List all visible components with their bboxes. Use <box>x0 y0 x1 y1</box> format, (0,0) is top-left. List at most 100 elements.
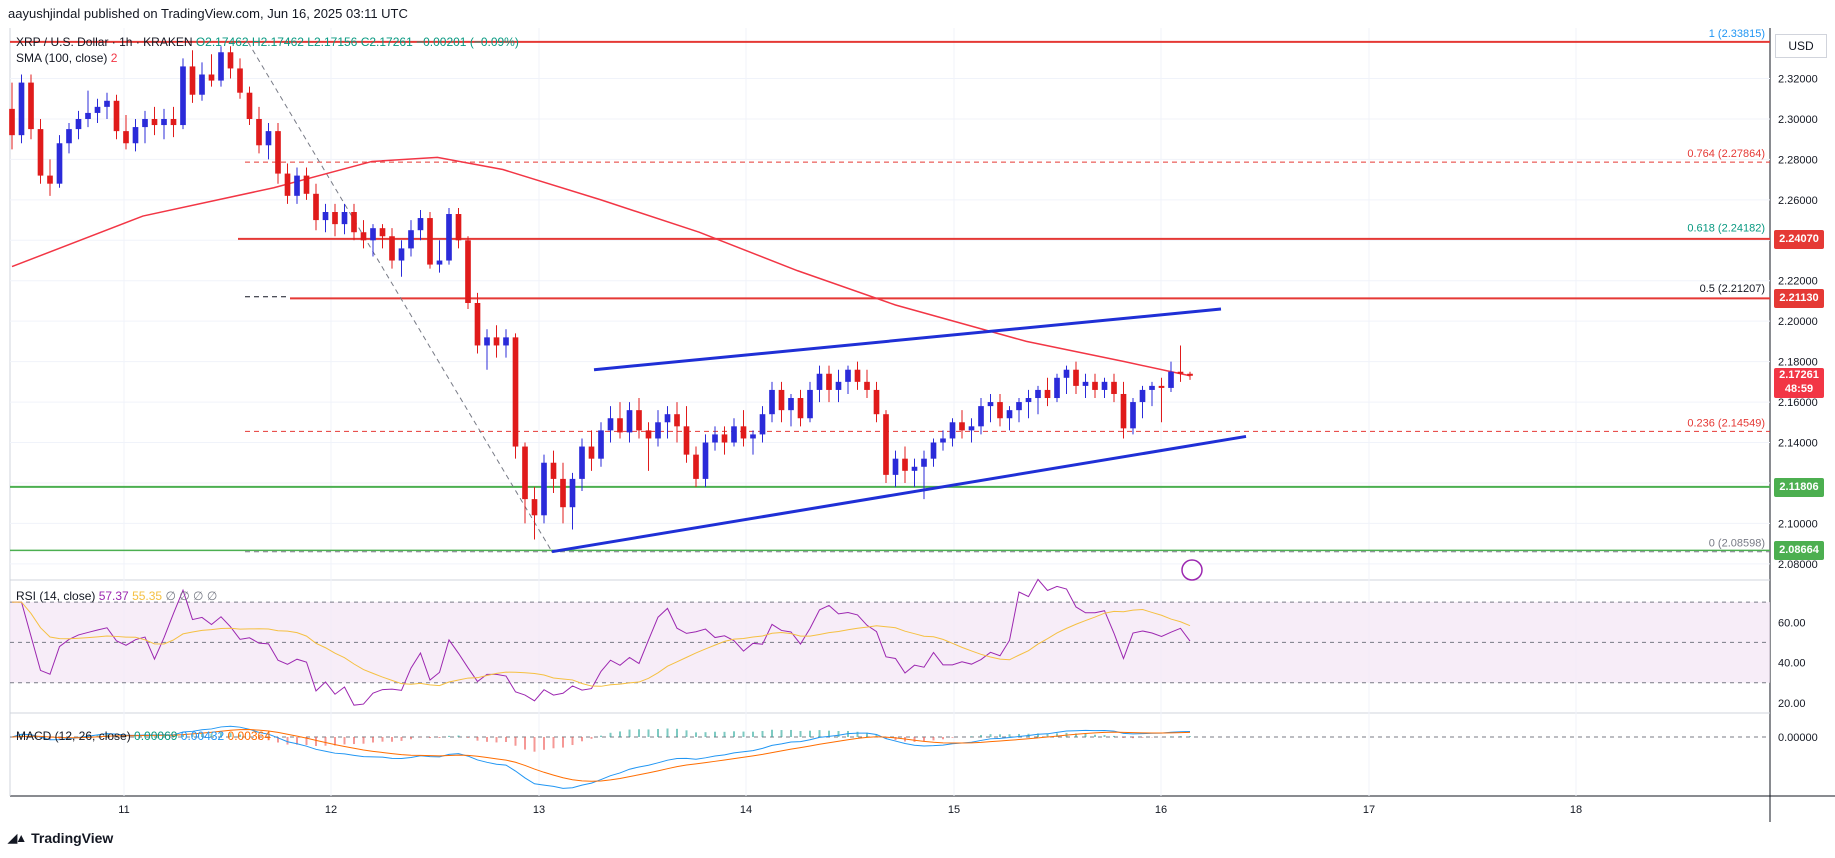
candle-body <box>265 131 272 146</box>
rsi-ma-line <box>12 601 1191 687</box>
macd-signal-line <box>11 729 1191 782</box>
candle-body <box>180 66 186 126</box>
candle-body <box>1016 402 1022 411</box>
candle-body <box>598 430 604 459</box>
rsi-tick-label: 40.00 <box>1778 658 1806 670</box>
candle-body <box>75 118 82 130</box>
candle-body <box>142 118 148 128</box>
candle-body <box>1006 410 1013 419</box>
price-badge: 2.08664 <box>1774 541 1824 561</box>
x-tick-label: 15 <box>948 804 960 816</box>
candle-body <box>693 454 699 479</box>
sma-value: 2 <box>110 51 118 65</box>
candle-body <box>9 108 15 136</box>
candle-body <box>797 398 804 419</box>
y-tick-label: 2.18000 <box>1778 357 1818 369</box>
candle-body <box>541 462 547 516</box>
y-tick-label: 2.10000 <box>1778 518 1818 530</box>
candle-body <box>275 131 281 174</box>
candle-body <box>740 426 747 439</box>
sma-label: SMA (100, close) <box>16 51 108 65</box>
candle-body <box>389 236 395 261</box>
x-tick-label: 18 <box>1570 804 1582 816</box>
fib-label-1: 1 (2.33815) <box>1709 28 1765 40</box>
candle-body <box>522 446 528 500</box>
tradingview-logo-icon: ◢▲ <box>8 831 27 845</box>
candle-body <box>360 232 367 241</box>
candle-body <box>227 52 234 69</box>
y-tick-label: 2.14000 <box>1778 438 1818 450</box>
candle-body <box>550 462 557 479</box>
candle-body <box>66 129 72 144</box>
candle-body <box>1168 371 1174 388</box>
x-tick-label: 17 <box>1363 804 1375 816</box>
candle-body <box>731 426 737 443</box>
candle-body <box>902 458 908 471</box>
high-value: H2.17462 <box>251 35 304 49</box>
candle-body <box>1073 369 1079 386</box>
candle-body <box>47 175 53 184</box>
candle-body <box>1054 377 1060 399</box>
candle-body <box>864 381 870 390</box>
fib-label-0.5: 0.5 (2.21207) <box>1700 283 1765 295</box>
candle-body <box>816 373 823 390</box>
change-value: −0.00201 (−0.09%) <box>416 35 519 49</box>
candle-body <box>113 100 120 132</box>
tradingview-logo[interactable]: ◢▲ TradingView <box>8 830 113 846</box>
x-tick-label: 12 <box>325 804 337 816</box>
sma-legend[interactable]: SMA (100, close) 2 <box>16 51 117 65</box>
currency-button[interactable]: USD <box>1775 34 1827 58</box>
candle-body <box>208 74 215 81</box>
candle-body <box>569 478 576 508</box>
candle-body <box>284 173 291 196</box>
y-tick-label: 2.08000 <box>1778 559 1818 571</box>
macd-legend[interactable]: MACD (12, 26, close) 0.00069 0.00432 0.0… <box>16 729 271 743</box>
symbol-name: XRP / U.S. Dollar · 1h · KRAKEN <box>16 35 193 49</box>
candle-body <box>588 446 595 459</box>
publisher-line: aayushjindal published on TradingView.co… <box>8 6 408 21</box>
low-value: L2.17156 <box>307 35 358 49</box>
candle-body <box>303 175 310 194</box>
candle-body <box>1111 381 1117 394</box>
candle-body <box>607 418 614 431</box>
rsi-legend[interactable]: RSI (14, close) 57.37 55.35 ∅ ∅ ∅ ∅ <box>16 589 217 603</box>
x-tick-label: 14 <box>740 804 752 816</box>
y-tick-label: 2.32000 <box>1778 74 1818 86</box>
candle-body <box>940 438 946 443</box>
replay-icon <box>1181 559 1203 581</box>
macd-tick-label: 0.00000 <box>1778 732 1818 744</box>
y-tick-label: 2.28000 <box>1778 154 1818 166</box>
candle-body <box>636 410 642 431</box>
candle-body <box>560 478 566 508</box>
candle-body <box>132 127 139 144</box>
candle-body <box>341 212 348 225</box>
candle-body <box>1130 402 1136 429</box>
candle-body <box>104 100 110 107</box>
macd-label: MACD (12, 26, close) <box>16 729 131 743</box>
macd-value: 0.00432 <box>180 729 225 743</box>
macd-hist-value: 0.00069 <box>134 729 178 743</box>
y-tick-label: 2.20000 <box>1778 316 1818 328</box>
candle-body <box>427 218 433 265</box>
candle-body <box>189 66 196 95</box>
candle-body <box>256 118 262 146</box>
candle-body <box>911 466 918 471</box>
x-tick-label: 13 <box>533 804 545 816</box>
y-tick-label: 2.30000 <box>1778 114 1818 126</box>
symbol-legend[interactable]: XRP / U.S. Dollar · 1h · KRAKEN O2.17462… <box>16 35 519 49</box>
candle-body <box>1187 373 1193 376</box>
candle-body <box>465 240 471 303</box>
candle-body <box>683 426 690 455</box>
y-tick-label: 2.16000 <box>1778 397 1818 409</box>
candle-body <box>332 212 338 225</box>
candle-body <box>807 389 813 419</box>
candle-body <box>778 389 785 411</box>
x-tick-label: 16 <box>1155 804 1167 816</box>
x-tick-label: 11 <box>118 804 129 816</box>
candle-body <box>474 302 481 346</box>
rsi-tick-label: 20.00 <box>1778 698 1806 710</box>
candle-body <box>408 230 414 249</box>
candle-body <box>370 228 376 241</box>
